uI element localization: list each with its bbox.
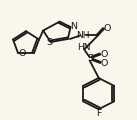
Text: O: O (101, 50, 108, 59)
Text: HN: HN (78, 44, 91, 53)
Text: N: N (70, 22, 77, 31)
Text: NH: NH (76, 31, 90, 40)
Text: O: O (19, 49, 26, 58)
Text: S: S (87, 54, 93, 63)
Text: S: S (47, 38, 53, 47)
Text: F: F (96, 108, 101, 118)
Text: O: O (103, 24, 111, 33)
Text: O: O (101, 59, 108, 67)
